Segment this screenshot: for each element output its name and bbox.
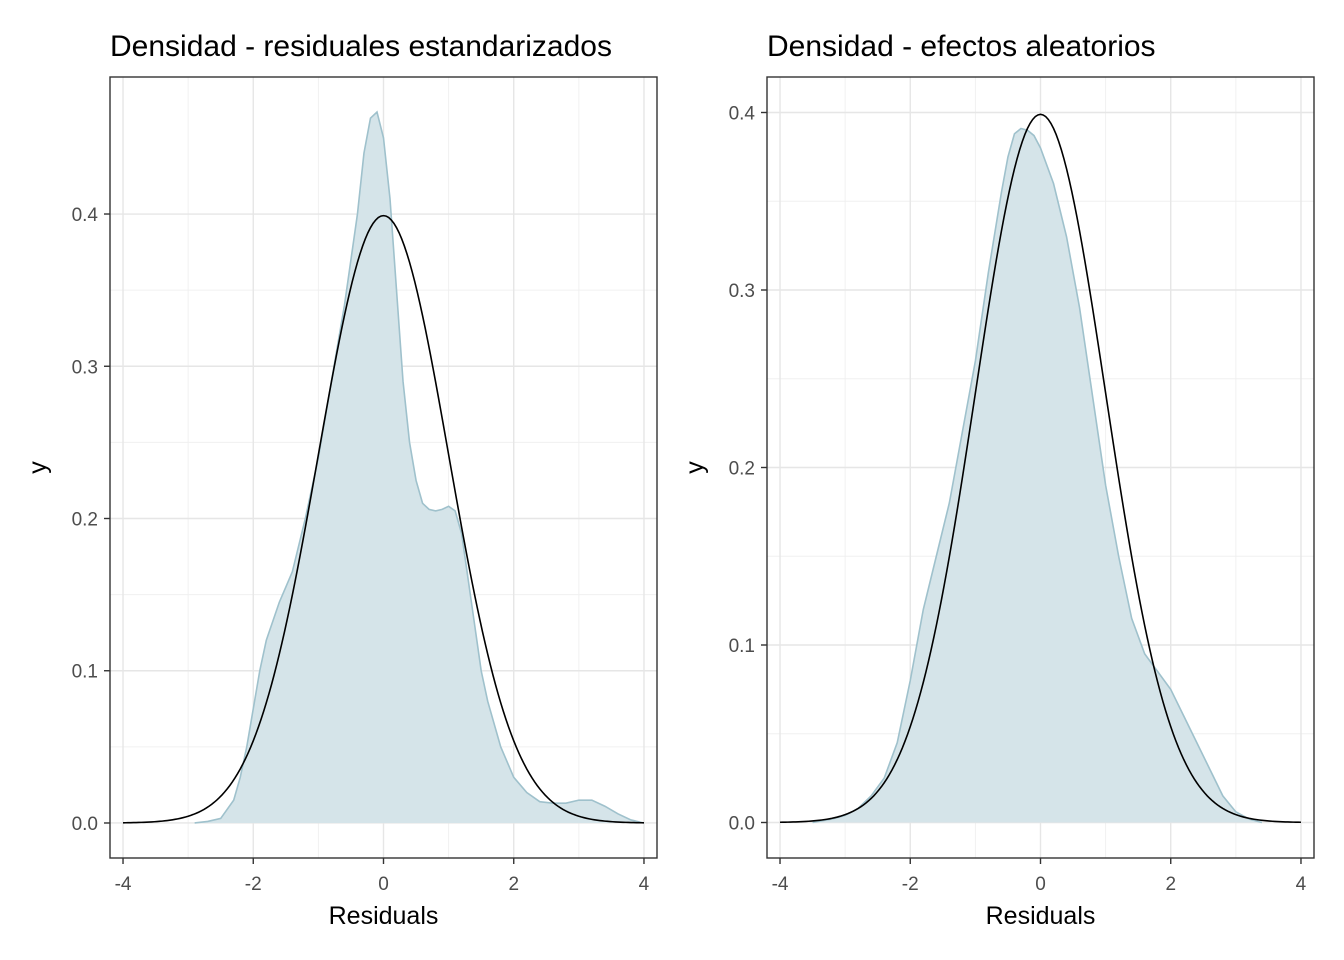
density-outline — [194, 110, 645, 824]
normal-curve — [780, 113, 1301, 824]
normal-curve — [123, 214, 644, 824]
panel-residuales-estandarizados: -4 -2 0 2 4 0.0 0.1 0.2 0.3 0.4 Residuals y Densidad… — [24, 30, 658, 930]
chart-title: Densidad - efectos aleatorios — [767, 30, 1156, 63]
x-tick-label: 0 — [378, 874, 389, 895]
y-axis-title: y — [24, 461, 52, 474]
y-tick-label: 0.3 — [729, 281, 755, 302]
y-tick-label: 0.2 — [729, 459, 755, 480]
x-tick-label: 2 — [508, 874, 519, 895]
x-tick-label: 0 — [1035, 874, 1046, 895]
panel-efectos-aleatorios: -4 -2 0 2 4 0.0 0.1 0.2 0.3 0.4 Residuals y Densidad… — [681, 30, 1315, 930]
y-tick-label: 0.4 — [72, 205, 99, 226]
y-tick-label: 0.0 — [729, 814, 755, 835]
x-tick-label: 2 — [1165, 874, 1176, 895]
x-tick-label: -2 — [245, 874, 262, 895]
x-tick-label: -4 — [115, 874, 132, 895]
y-axis-title: y — [681, 461, 709, 474]
y-tick-label: 0.0 — [72, 814, 98, 835]
density-outline — [812, 127, 1263, 824]
x-tick-label: 4 — [639, 874, 650, 895]
y-tick-label: 0.4 — [729, 104, 756, 125]
y-tick-label: 0.2 — [72, 510, 98, 531]
x-tick-label: -2 — [902, 874, 919, 895]
x-axis-title: Residuals — [329, 902, 439, 930]
density-area — [194, 112, 644, 823]
x-tick-label: 4 — [1296, 874, 1307, 895]
y-tick-label: 0.1 — [72, 662, 98, 683]
y-tick-label: 0.3 — [72, 357, 98, 378]
density-area — [812, 128, 1262, 823]
x-tick-label: -4 — [772, 874, 789, 895]
x-axis-title: Residuals — [986, 902, 1096, 930]
chart-title: Densidad - residuales estandarizados — [110, 30, 612, 63]
y-tick-label: 0.1 — [729, 636, 755, 657]
